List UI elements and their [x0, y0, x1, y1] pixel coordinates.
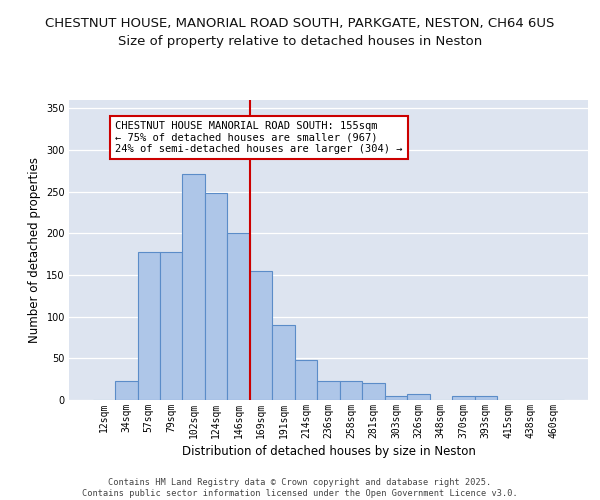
- Bar: [452, 396, 475, 400]
- X-axis label: Distribution of detached houses by size in Neston: Distribution of detached houses by size …: [182, 445, 475, 458]
- Bar: [340, 381, 362, 400]
- Bar: [272, 325, 295, 400]
- Text: Size of property relative to detached houses in Neston: Size of property relative to detached ho…: [118, 35, 482, 48]
- Bar: [250, 271, 272, 400]
- Bar: [137, 252, 160, 400]
- Bar: [227, 234, 250, 400]
- Text: CHESTNUT HOUSE MANORIAL ROAD SOUTH: 155sqm
← 75% of detached houses are smaller : CHESTNUT HOUSE MANORIAL ROAD SOUTH: 155s…: [115, 121, 403, 154]
- Bar: [115, 381, 137, 400]
- Bar: [205, 194, 227, 400]
- Bar: [407, 394, 430, 400]
- Bar: [475, 396, 497, 400]
- Text: CHESTNUT HOUSE, MANORIAL ROAD SOUTH, PARKGATE, NESTON, CH64 6US: CHESTNUT HOUSE, MANORIAL ROAD SOUTH, PAR…: [46, 18, 554, 30]
- Y-axis label: Number of detached properties: Number of detached properties: [28, 157, 41, 343]
- Bar: [385, 396, 407, 400]
- Text: Contains HM Land Registry data © Crown copyright and database right 2025.
Contai: Contains HM Land Registry data © Crown c…: [82, 478, 518, 498]
- Bar: [160, 252, 182, 400]
- Bar: [182, 174, 205, 400]
- Bar: [317, 381, 340, 400]
- Bar: [362, 384, 385, 400]
- Bar: [295, 360, 317, 400]
